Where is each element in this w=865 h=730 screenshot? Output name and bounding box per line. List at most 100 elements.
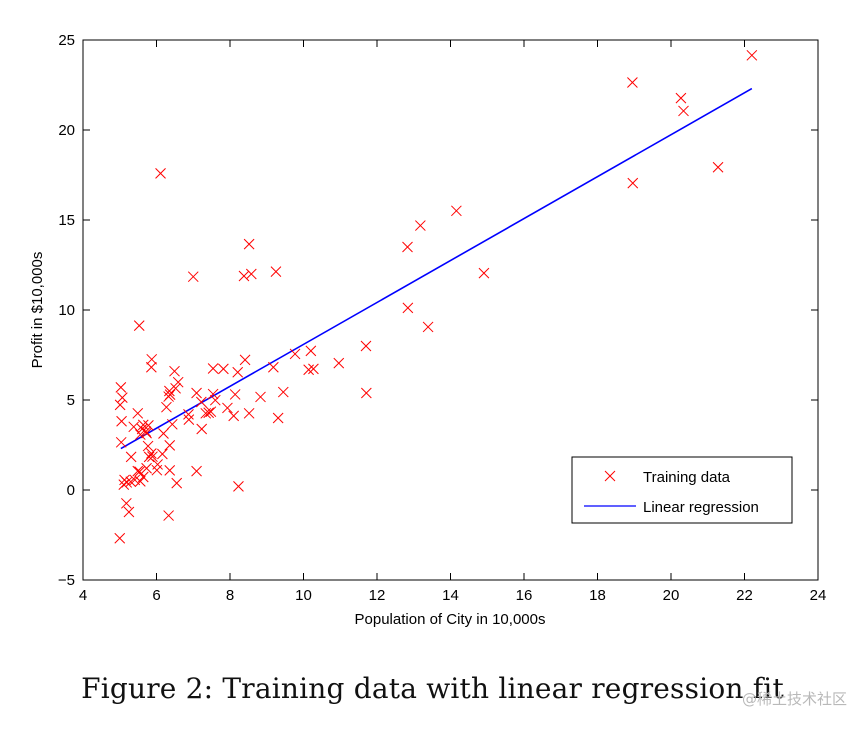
legend-box (571, 456, 793, 524)
data-point (222, 402, 233, 414)
data-point (114, 399, 126, 411)
data-point (402, 302, 414, 314)
data-point (146, 353, 158, 365)
x-tick-labels: 4 6 8 10 12 14 16 18 20 22 24 (79, 587, 827, 604)
data-point (163, 510, 174, 521)
data-point (171, 477, 183, 489)
data-point (169, 365, 180, 377)
data-point (255, 391, 266, 403)
data-point (161, 401, 172, 413)
x-tick-label: 16 (516, 587, 533, 604)
data-point (164, 385, 175, 397)
data-point (746, 49, 758, 61)
data-point (170, 382, 181, 394)
data-point (203, 407, 215, 419)
data-point (134, 476, 146, 487)
data-point (137, 419, 149, 431)
data-point (134, 466, 145, 477)
y-tick-label: 25 (58, 32, 75, 49)
data-point (229, 389, 241, 400)
x-tick-label: 14 (442, 587, 459, 604)
data-point (191, 387, 202, 399)
x-axis-label: Population of City in 10,000s (355, 611, 546, 628)
data-point (243, 238, 255, 250)
y-axis-label: Profit in $10,000s (29, 252, 46, 369)
x-tick-label: 6 (152, 587, 160, 604)
plot-frame (82, 39, 819, 581)
x-tick-label: 10 (295, 587, 312, 604)
data-point (191, 465, 202, 477)
data-point (239, 354, 251, 366)
data-point (115, 436, 127, 448)
data-point (151, 464, 163, 476)
regression-line (120, 87, 753, 450)
data-point (123, 506, 135, 518)
data-point (121, 497, 132, 509)
legend-label-training: Training data (643, 469, 731, 486)
data-point (209, 394, 221, 406)
data-point (157, 448, 168, 460)
legend-marker-training (604, 470, 616, 482)
data-point (207, 388, 219, 400)
x-tick-label: 18 (589, 587, 606, 604)
data-point (172, 376, 184, 388)
y-tick-labels: −5 0 5 10 15 20 25 (58, 32, 75, 589)
data-point (675, 92, 687, 104)
data-point (166, 418, 178, 430)
x-tick-label: 20 (663, 587, 680, 604)
x-tick-label: 4 (79, 587, 87, 604)
data-point (360, 387, 372, 399)
data-point (303, 364, 314, 376)
data-point (121, 477, 133, 488)
data-point (196, 423, 208, 435)
legend: Training data Linear regression (571, 456, 793, 524)
x-tick-label: 12 (369, 587, 386, 604)
legend-label-regression: Linear regression (643, 499, 759, 516)
data-point (451, 205, 462, 217)
data-point (277, 386, 289, 398)
data-point (422, 321, 434, 333)
data-point (142, 440, 154, 452)
data-point (308, 363, 319, 375)
data-point (134, 429, 146, 440)
y-tick-label: 20 (58, 122, 75, 139)
data-point (158, 428, 169, 439)
x-tick-label: 22 (736, 587, 753, 604)
data-point (712, 161, 724, 173)
data-point (270, 266, 282, 278)
data-point (125, 451, 137, 463)
data-point (243, 407, 255, 419)
data-point (200, 407, 212, 419)
data-point (245, 268, 257, 280)
data-point (228, 410, 240, 422)
figure-caption: Figure 2: Training data with linear regr… (81, 672, 784, 705)
data-point (132, 407, 144, 419)
data-point (164, 465, 176, 476)
data-point (333, 357, 345, 369)
data-point (146, 361, 157, 373)
data-point (272, 412, 284, 424)
data-point (183, 409, 194, 420)
data-point (183, 414, 195, 425)
data-point (136, 423, 148, 435)
data-point (627, 177, 639, 189)
data-point (233, 481, 244, 492)
data-point (187, 271, 199, 283)
data-point (115, 382, 127, 393)
data-point (143, 420, 154, 431)
training-points-layer (114, 49, 758, 544)
y-tick-label: 5 (67, 392, 75, 409)
data-point (116, 415, 127, 427)
data-point (116, 392, 128, 404)
data-point (143, 451, 155, 463)
data-point (141, 462, 152, 474)
regression-line-layer (120, 87, 753, 450)
data-point (289, 348, 301, 360)
data-point (114, 532, 126, 544)
data-point (132, 465, 144, 477)
data-point (305, 345, 317, 357)
data-point (627, 77, 638, 88)
data-point (238, 270, 250, 282)
data-point (195, 396, 207, 408)
data-point (164, 440, 176, 451)
